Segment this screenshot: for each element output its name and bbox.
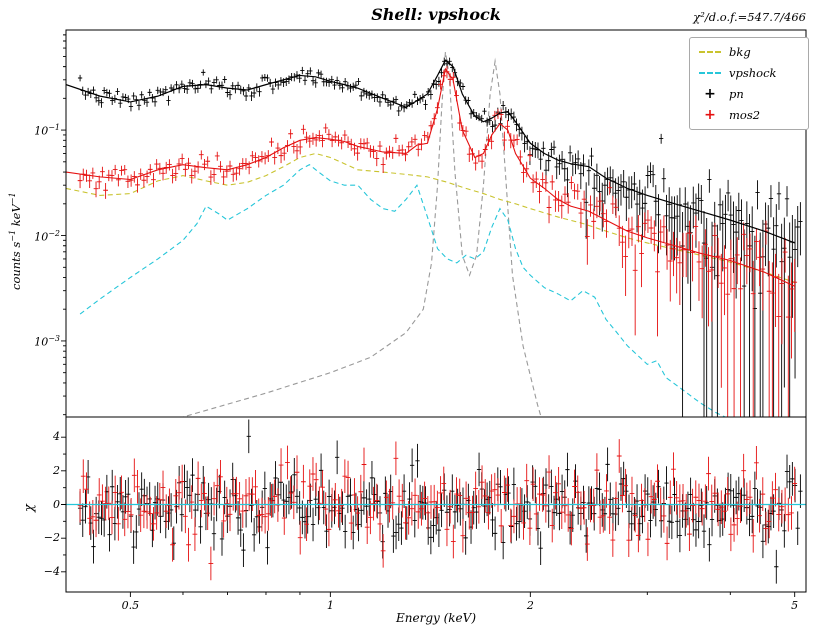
pn-cross-marker-icon: + [704,86,716,102]
legend-label: vpshock [729,66,777,80]
y-tick-label: 10−2 [34,228,60,244]
chi-tick-label: 2 [53,463,60,477]
x-tick-label: 1 [326,599,334,612]
mos2-cross-marker-icon: + [704,107,716,123]
legend: bkg vpshock + pn + mos2 [689,37,809,130]
legend-item-vpshock: vpshock [699,66,799,80]
legend-item-mos2: + mos2 [699,108,799,122]
chi-tick-label: −2 [43,531,60,545]
legend-label: pn [729,87,744,101]
chi-tick-label: 4 [53,430,60,444]
legend-item-pn: + pn [699,87,799,101]
x-tick-label: 2 [526,599,534,612]
x-axis-label: Energy (keV) [395,611,477,625]
chi-tick-label: −4 [43,564,60,578]
chi-squared-statistic: χ²/d.o.f.=547.7/466 [693,10,806,24]
chi-tick-label: 0 [53,497,60,511]
legend-label: bkg [729,45,751,59]
x-tick-label: 0.5 [121,599,140,612]
x-tick-label: 5 [791,599,799,612]
y-tick-label: 10−1 [34,123,60,138]
legend-label: mos2 [729,108,761,122]
y-tick-label: 10−3 [34,333,60,349]
plot-title: Shell: vpshock [371,5,501,24]
bkg-dashed-line-icon [699,51,721,53]
legend-item-bkg: bkg [699,45,799,59]
vpshock-dashed-line-icon [699,72,721,74]
